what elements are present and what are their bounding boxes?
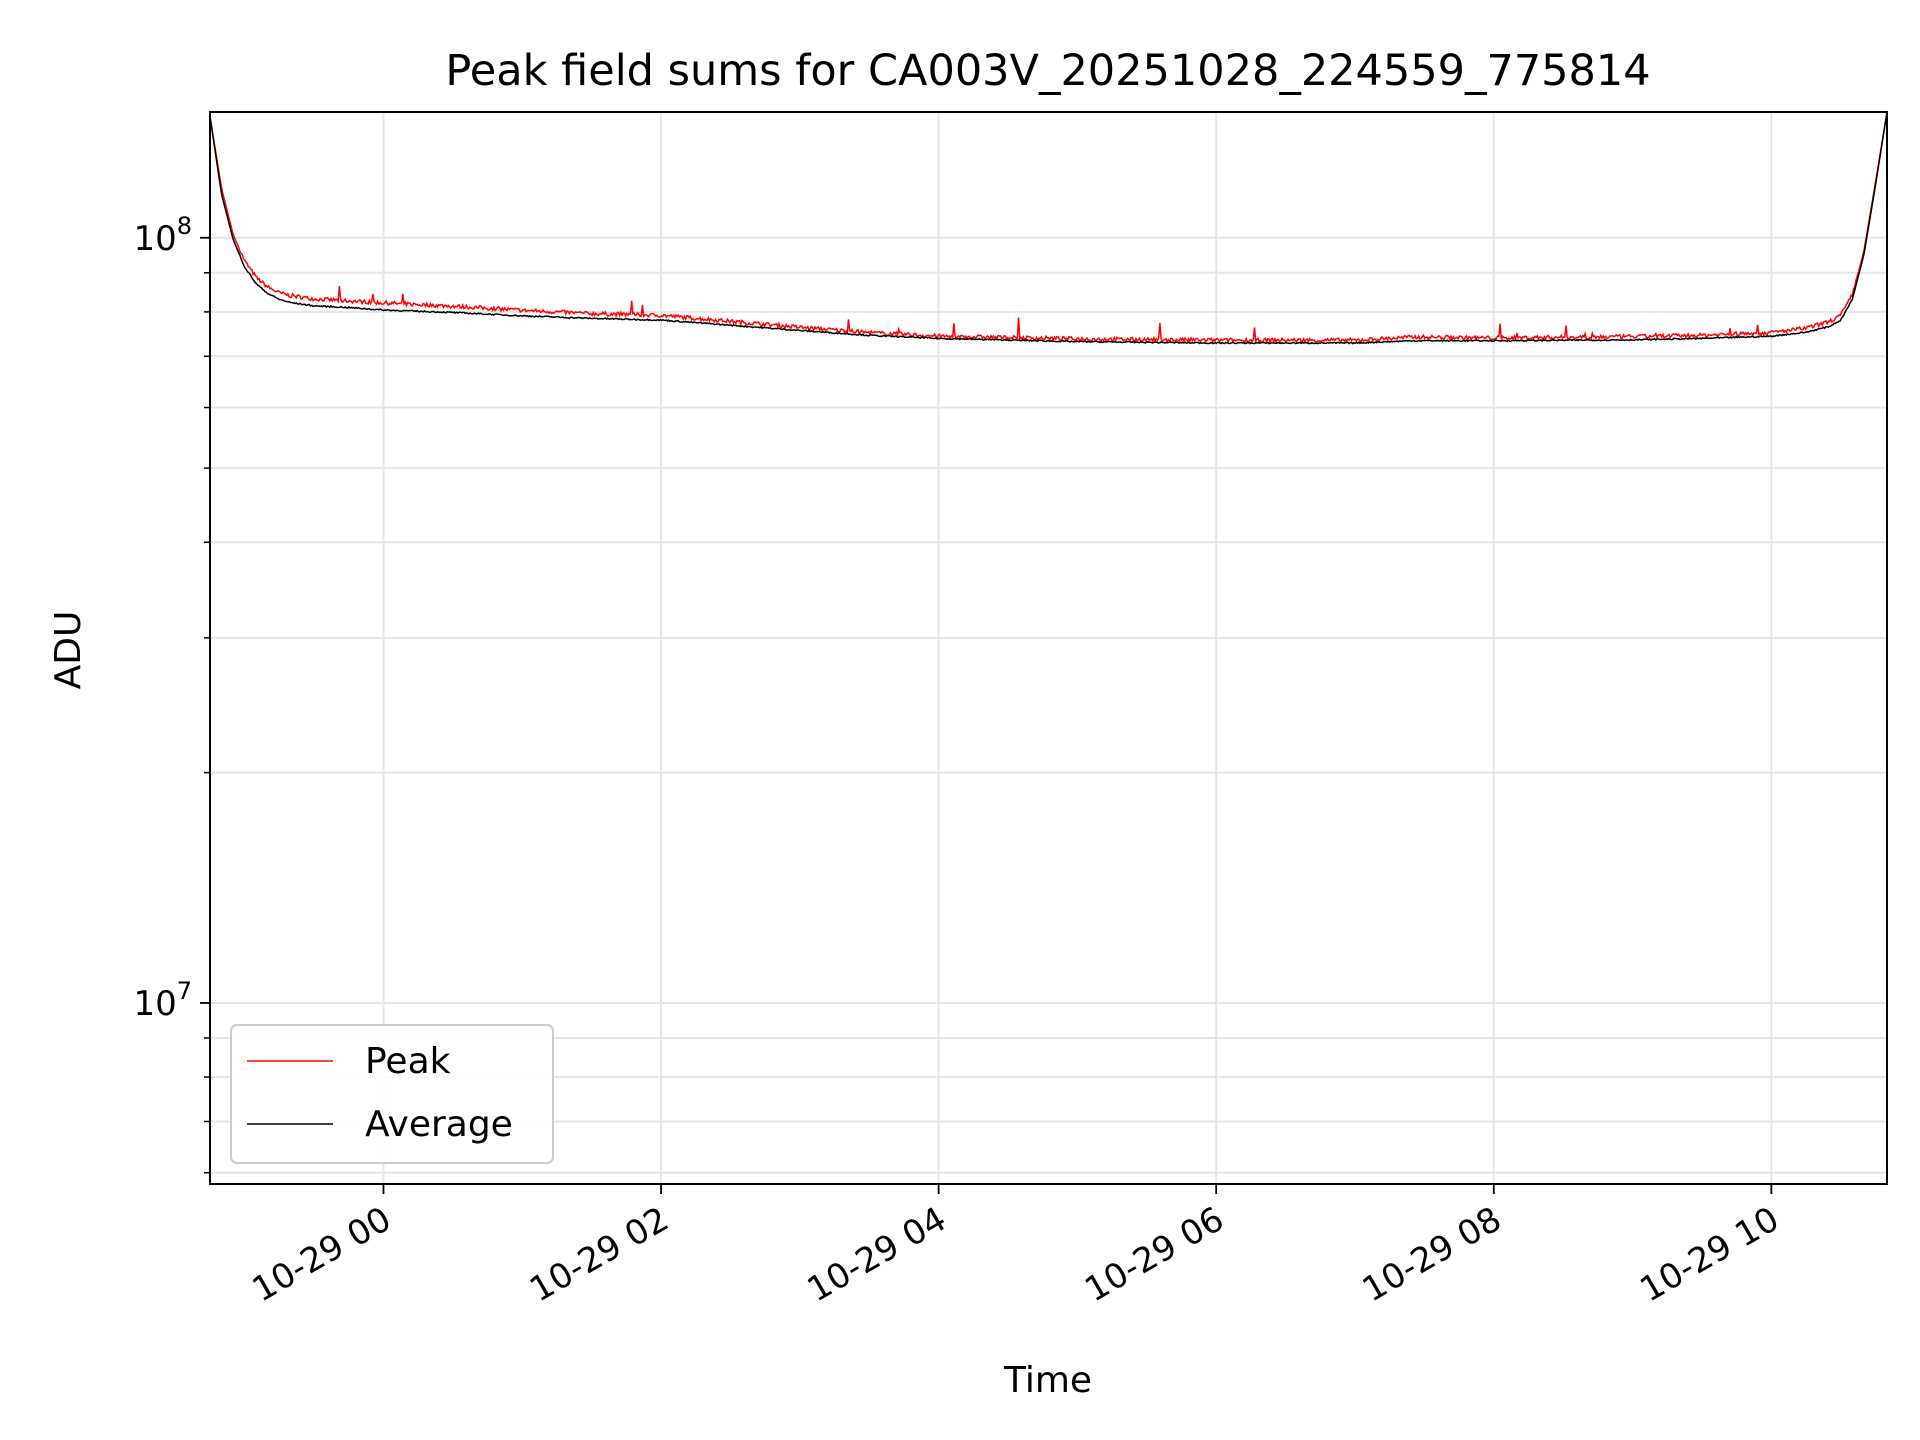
- series-line-average: [209, 111, 1888, 345]
- chart-title: Peak field sums for CA003V_20251028_2245…: [445, 46, 1650, 96]
- legend-box: [230, 1024, 554, 1164]
- plot-frame: [209, 111, 1888, 1185]
- y-axis-label: ADU: [48, 611, 89, 690]
- y-tick-label: 107: [133, 977, 192, 1024]
- series-layer: [209, 111, 1888, 345]
- y-tick-label: 108: [133, 212, 192, 259]
- legend-label-peak: Peak: [365, 1041, 451, 1082]
- series-line-peak: [209, 111, 1888, 345]
- major-gridlines: [210, 112, 1887, 1184]
- x-axis-label: Time: [1003, 1360, 1092, 1401]
- legend-label-average: Average: [365, 1104, 513, 1145]
- legend: Peak Average: [230, 1024, 554, 1164]
